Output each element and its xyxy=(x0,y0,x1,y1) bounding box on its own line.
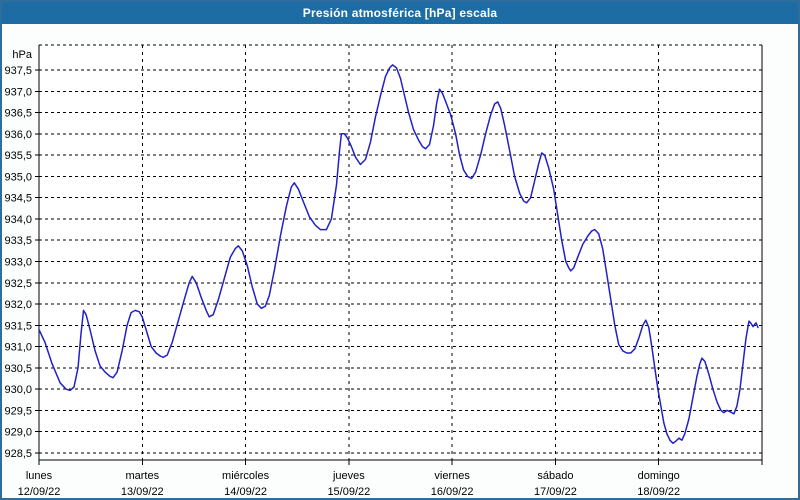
plot-area xyxy=(39,45,762,460)
x-day-label: lunes xyxy=(26,470,53,482)
y-tick-label: 931,0 xyxy=(4,342,32,354)
x-day-label: miércoles xyxy=(222,470,270,482)
y-tick-label: 930,0 xyxy=(4,384,32,396)
y-axis-unit-label: hPa xyxy=(12,49,32,61)
x-day-label: sábado xyxy=(537,470,573,482)
x-day-label: viernes xyxy=(434,470,470,482)
y-tick-label: 931,5 xyxy=(4,320,32,332)
y-tick-label: 930,5 xyxy=(4,363,32,375)
x-date-label: 12/09/22 xyxy=(18,486,61,498)
y-tick-label: 929,5 xyxy=(4,405,32,417)
x-day-label: domingo xyxy=(638,470,680,482)
x-date-label: 13/09/22 xyxy=(121,486,164,498)
window-title: Presión atmosférica [hPa] escala xyxy=(302,6,498,20)
chart-area: 937,5 937,0 936,5 936,0 935,5 935,0 934,5 934,0… xyxy=(2,24,798,498)
y-tick-label: 936,5 xyxy=(4,108,32,120)
y-tick-label: 932,0 xyxy=(4,299,32,311)
y-tick-label: 937,0 xyxy=(4,86,32,98)
y-tick-label: 928,5 xyxy=(4,448,32,460)
y-tick-label: 934,5 xyxy=(4,193,32,205)
pressure-line xyxy=(38,64,759,444)
y-tick-label: 937,5 xyxy=(4,65,32,77)
y-tick-label: 932,5 xyxy=(4,278,32,290)
y-tick-label: 935,0 xyxy=(4,171,32,183)
pressure-chart-canvas: 937,5 937,0 936,5 936,0 935,5 935,0 934,5 934,0… xyxy=(4,44,763,498)
y-tick-label: 934,0 xyxy=(4,214,32,226)
y-tick-label: 935,5 xyxy=(4,150,32,162)
y-tick-label: 933,0 xyxy=(4,257,32,269)
x-date-label: 17/09/22 xyxy=(534,486,577,498)
y-tick-label: 929,0 xyxy=(4,427,32,439)
y-tick-label: 936,0 xyxy=(4,129,32,141)
x-day-label: martes xyxy=(125,470,159,482)
x-date-label: 15/09/22 xyxy=(327,486,370,498)
window-title-bar: Presión atmosférica [hPa] escala xyxy=(2,2,798,24)
x-date-label: 14/09/22 xyxy=(224,486,267,498)
x-date-label: 16/09/22 xyxy=(431,486,474,498)
x-date-label: 18/09/22 xyxy=(637,486,680,498)
x-day-label: jueves xyxy=(332,470,365,482)
y-tick-label: 933,5 xyxy=(4,235,32,247)
